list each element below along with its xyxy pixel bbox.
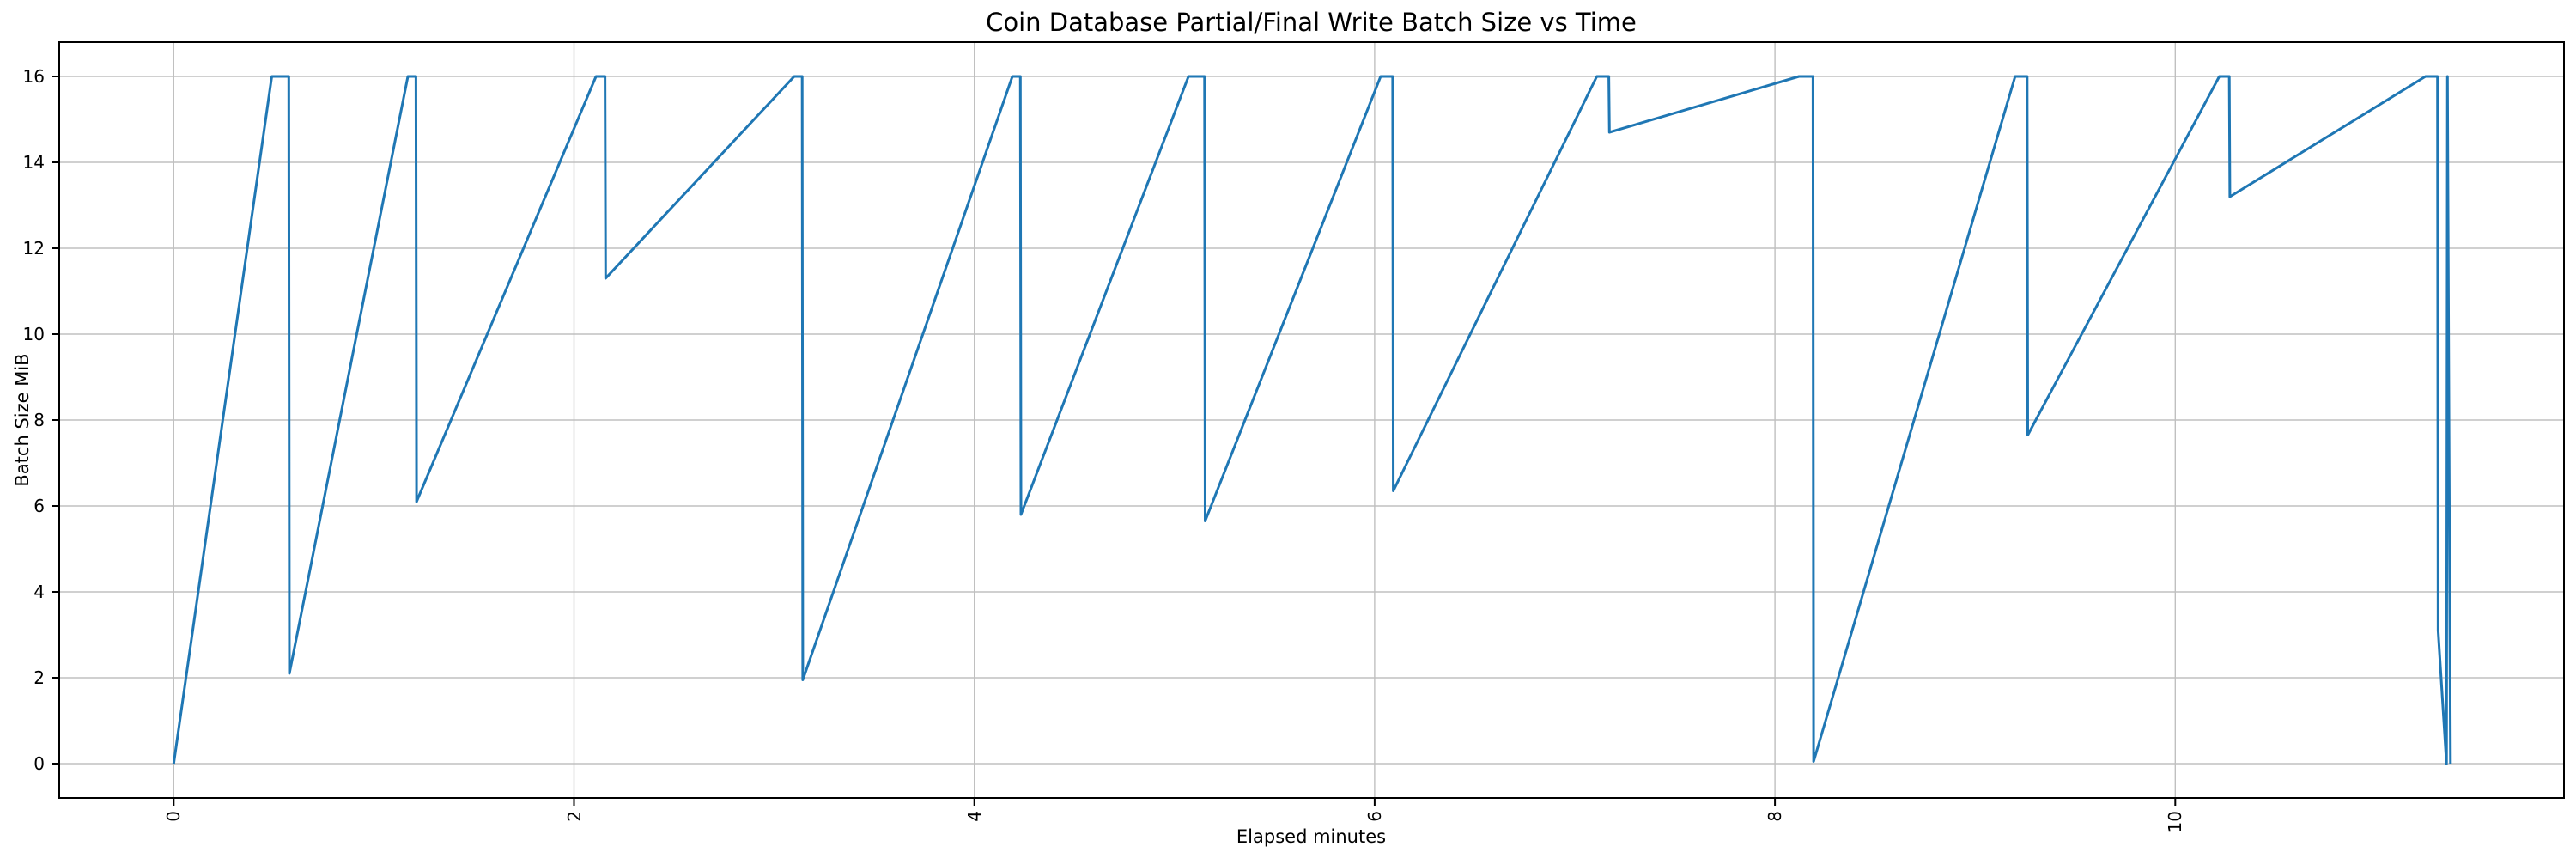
y-tick-label-2: 2 [33, 667, 45, 688]
x-tick-label-8: 8 [1760, 811, 1789, 859]
x-tick-label-text: 8 [1765, 811, 1786, 822]
x-tick-label-10: 10 [2160, 811, 2190, 859]
x-tick-label-text: 0 [163, 811, 185, 822]
x-tick-label-0: 0 [159, 811, 188, 859]
x-tick-label-text: 4 [963, 811, 985, 822]
y-tick-label-8: 8 [33, 410, 45, 430]
y-tick-label-6: 6 [33, 496, 45, 516]
x-tick-label-text: 6 [1364, 811, 1385, 822]
y-tick-label-0: 0 [33, 753, 45, 774]
x-tick-label-6: 6 [1360, 811, 1389, 859]
x-tick-label-text: 2 [563, 811, 585, 822]
x-tick-label-text: 10 [2165, 811, 2186, 833]
series-line-batch-size-mib [172, 75, 2452, 765]
y-tick-label-16: 16 [22, 66, 45, 87]
x-axis-label: Elapsed minutes [1236, 826, 1387, 847]
y-tick-label-10: 10 [22, 324, 45, 344]
y-tick-label-12: 12 [22, 238, 45, 259]
y-tick-label-14: 14 [22, 152, 45, 173]
y-tick-label-4: 4 [33, 582, 45, 602]
x-tick-label-4: 4 [960, 811, 989, 859]
x-tick-label-2: 2 [560, 811, 589, 859]
chart-title: Coin Database Partial/Final Write Batch … [986, 8, 1637, 37]
